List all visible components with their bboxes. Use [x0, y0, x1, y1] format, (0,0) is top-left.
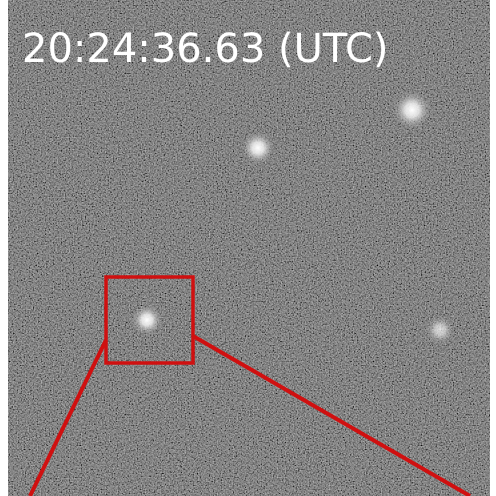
timestamp: 20:24:36.63 (UTC): [22, 26, 388, 72]
sensor-noise: [8, 0, 490, 496]
star: [392, 90, 432, 130]
zoom-box: [104, 275, 195, 365]
star: [425, 315, 455, 345]
zoom-line: [191, 334, 472, 496]
star: [131, 304, 163, 336]
zoom-line: [28, 339, 108, 496]
star: [241, 131, 275, 165]
